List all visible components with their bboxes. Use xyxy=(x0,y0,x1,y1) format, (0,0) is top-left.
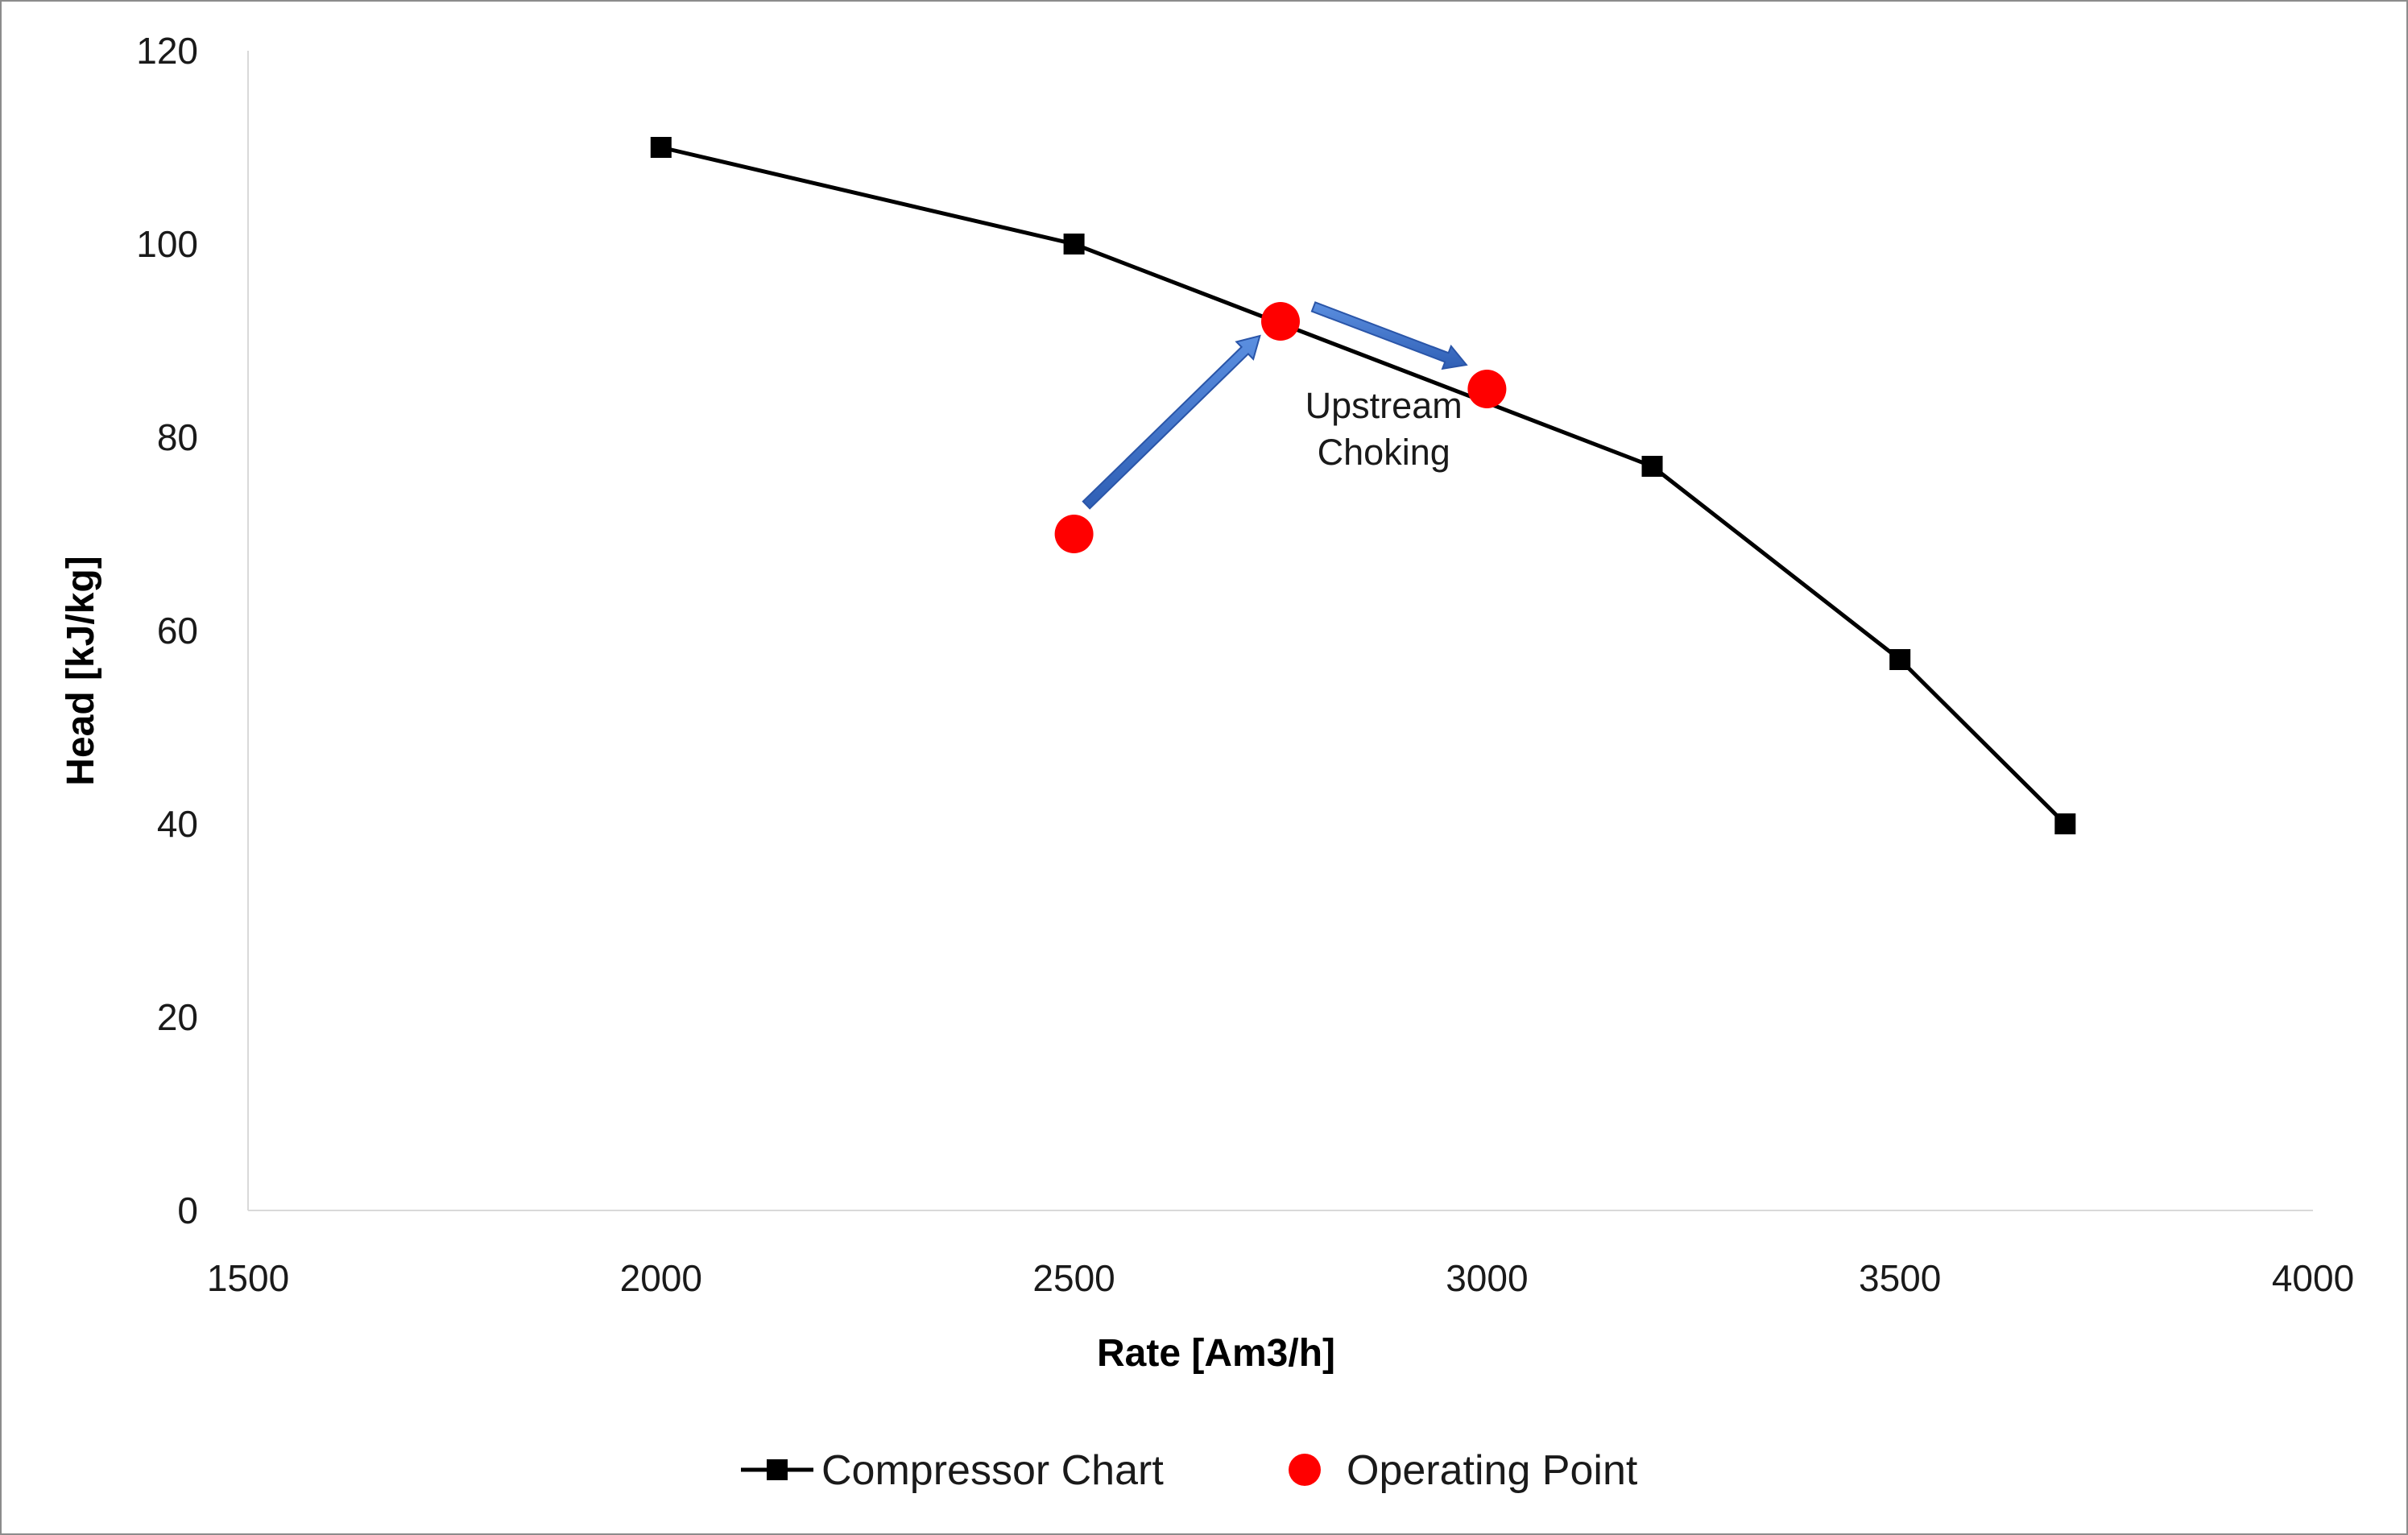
axes-layer xyxy=(247,51,2313,1211)
x-axis-title: Rate [Am3/h] xyxy=(1097,1332,1335,1375)
label-layer: 1500 2000 2500 3000 3500 4000 0 20 40 60 80 100 120 R… xyxy=(60,30,2354,1494)
operating-point-marker xyxy=(1261,302,1300,341)
y-tick-label: 40 xyxy=(157,803,198,845)
series-layer xyxy=(650,137,2076,834)
compressor-chart-marker xyxy=(1063,234,1085,254)
compressor-chart-marker xyxy=(2054,813,2076,834)
x-tick-label: 2000 xyxy=(620,1257,702,1299)
operating-point-marker xyxy=(1054,515,1094,553)
legend-compressor-marker xyxy=(767,1459,788,1480)
y-tick-label: 100 xyxy=(136,223,198,265)
compressor-chart-marker xyxy=(650,137,672,158)
transition-arrow-2 xyxy=(1310,301,1468,370)
y-tick-label: 80 xyxy=(157,416,198,458)
x-tick-label: 3500 xyxy=(1859,1257,1941,1299)
x-tick-label: 2500 xyxy=(1032,1257,1115,1299)
arrow-layer xyxy=(1082,301,1468,510)
y-tick-label: 20 xyxy=(157,996,198,1038)
transition-arrow-1 xyxy=(1082,334,1261,510)
y-tick-label: 0 xyxy=(177,1190,198,1231)
x-tick-label: 3000 xyxy=(1446,1257,1528,1299)
compressor-chart-marker xyxy=(1641,456,1663,477)
y-axis-title: Head [kJ/kg] xyxy=(60,556,102,785)
x-tick-label: 1500 xyxy=(207,1257,289,1299)
compressor-chart-marker xyxy=(1889,649,1911,670)
annotation-line-1: Upstream xyxy=(1305,385,1463,426)
x-tick-label: 4000 xyxy=(2272,1257,2354,1299)
legend-compressor-label: Compressor Chart xyxy=(821,1447,1164,1494)
annotation-line-2: Choking xyxy=(1318,432,1450,473)
y-tick-label: 60 xyxy=(157,610,198,652)
legend-operating-label: Operating Point xyxy=(1347,1447,1638,1494)
compressor-chart-line xyxy=(660,145,2067,825)
operating-point-marker xyxy=(1467,370,1507,408)
legend-operating-marker xyxy=(1289,1454,1321,1486)
y-tick-label: 120 xyxy=(136,30,198,72)
